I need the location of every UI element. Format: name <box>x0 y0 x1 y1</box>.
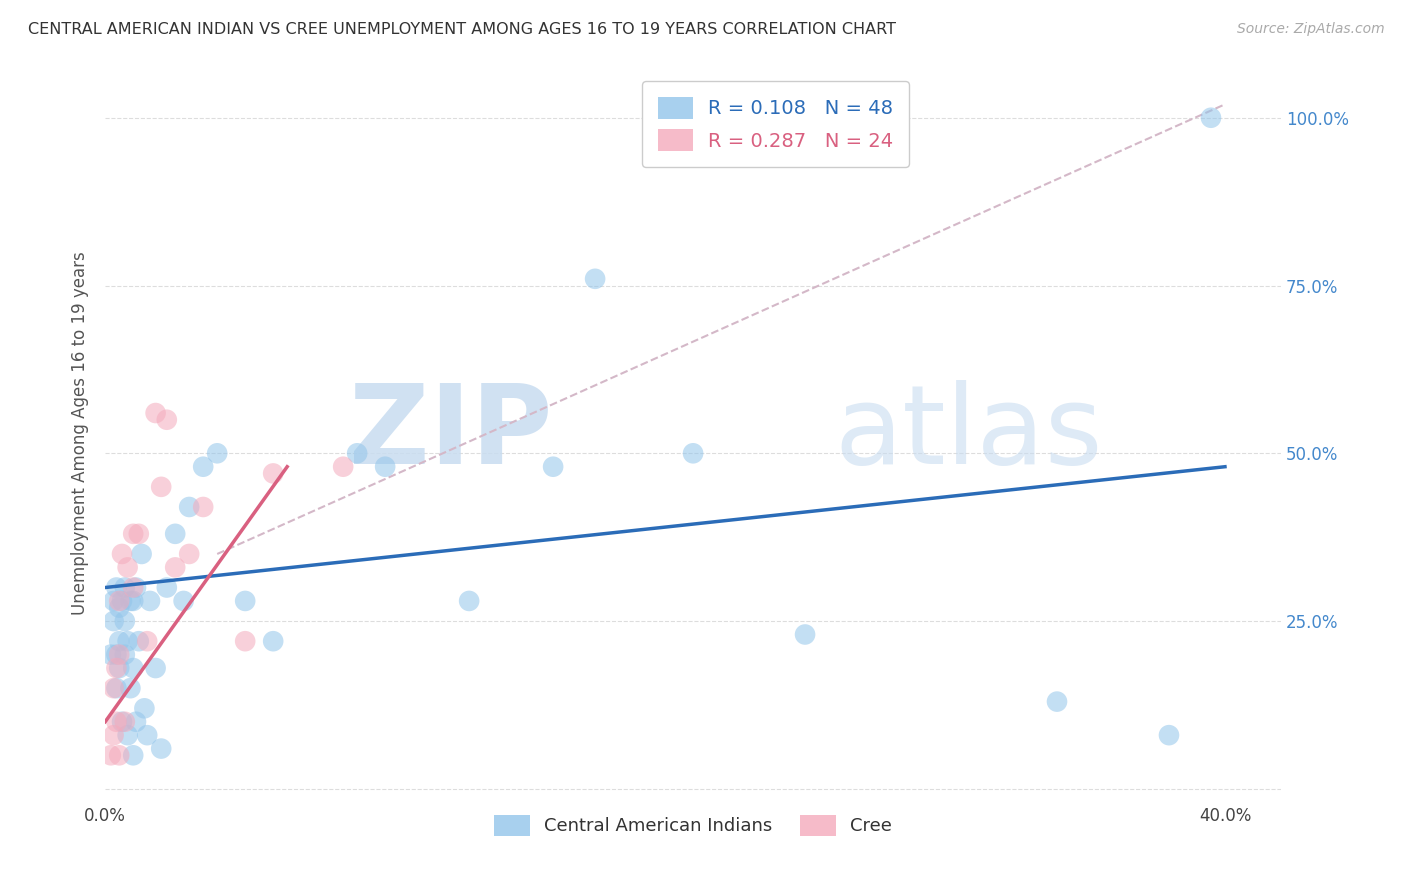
Point <box>374 459 396 474</box>
Point <box>262 467 284 481</box>
Point <box>145 406 167 420</box>
Point <box>114 581 136 595</box>
Text: atlas: atlas <box>834 380 1102 487</box>
Point <box>165 526 187 541</box>
Point <box>233 594 256 608</box>
Point <box>114 714 136 729</box>
Point <box>1199 111 1222 125</box>
Point <box>156 413 179 427</box>
Point <box>100 648 122 662</box>
Point <box>131 547 153 561</box>
Point <box>165 560 187 574</box>
Point <box>150 741 173 756</box>
Point <box>1157 728 1180 742</box>
Point <box>139 594 162 608</box>
Point <box>117 728 139 742</box>
Point <box>103 681 125 696</box>
Point <box>105 681 128 696</box>
Point <box>105 661 128 675</box>
Point <box>262 634 284 648</box>
Text: Source: ZipAtlas.com: Source: ZipAtlas.com <box>1237 22 1385 37</box>
Point <box>193 500 215 514</box>
Point <box>682 446 704 460</box>
Point <box>103 728 125 742</box>
Point <box>111 594 134 608</box>
Point <box>103 614 125 628</box>
Point <box>122 661 145 675</box>
Point <box>136 728 159 742</box>
Point <box>114 648 136 662</box>
Point <box>179 547 201 561</box>
Point <box>100 748 122 763</box>
Point <box>583 272 606 286</box>
Point <box>103 594 125 608</box>
Point <box>125 714 148 729</box>
Point <box>122 581 145 595</box>
Point <box>108 748 131 763</box>
Point <box>179 500 201 514</box>
Y-axis label: Unemployment Among Ages 16 to 19 years: Unemployment Among Ages 16 to 19 years <box>72 252 89 615</box>
Point <box>111 547 134 561</box>
Point <box>120 594 142 608</box>
Point <box>108 634 131 648</box>
Point <box>117 634 139 648</box>
Point <box>122 748 145 763</box>
Point <box>114 614 136 628</box>
Point <box>128 634 150 648</box>
Point <box>173 594 195 608</box>
Point <box>145 661 167 675</box>
Text: ZIP: ZIP <box>349 380 553 487</box>
Point <box>128 526 150 541</box>
Point <box>105 581 128 595</box>
Point <box>193 459 215 474</box>
Point <box>105 648 128 662</box>
Point <box>122 526 145 541</box>
Point <box>136 634 159 648</box>
Point <box>332 459 354 474</box>
Point <box>120 681 142 696</box>
Legend: Central American Indians, Cree: Central American Indians, Cree <box>485 806 901 845</box>
Point <box>117 560 139 574</box>
Point <box>108 661 131 675</box>
Point <box>122 594 145 608</box>
Point <box>156 581 179 595</box>
Point <box>134 701 156 715</box>
Point <box>108 600 131 615</box>
Point <box>458 594 481 608</box>
Point <box>794 627 817 641</box>
Point <box>541 459 564 474</box>
Point <box>346 446 368 460</box>
Point <box>1046 695 1069 709</box>
Point <box>111 714 134 729</box>
Point <box>125 581 148 595</box>
Point <box>150 480 173 494</box>
Point <box>105 714 128 729</box>
Point <box>108 594 131 608</box>
Text: CENTRAL AMERICAN INDIAN VS CREE UNEMPLOYMENT AMONG AGES 16 TO 19 YEARS CORRELATI: CENTRAL AMERICAN INDIAN VS CREE UNEMPLOY… <box>28 22 896 37</box>
Point <box>205 446 228 460</box>
Point <box>233 634 256 648</box>
Point <box>108 648 131 662</box>
